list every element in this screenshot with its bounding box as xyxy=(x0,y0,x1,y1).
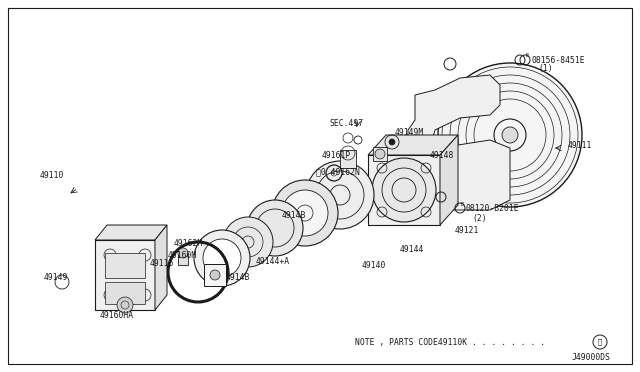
Ellipse shape xyxy=(194,230,250,286)
Ellipse shape xyxy=(306,161,374,229)
Bar xyxy=(105,253,145,278)
Polygon shape xyxy=(95,225,167,240)
Text: 49161P: 49161P xyxy=(322,151,351,160)
Bar xyxy=(373,147,387,161)
Polygon shape xyxy=(368,135,458,155)
Circle shape xyxy=(372,158,436,222)
Text: (1): (1) xyxy=(538,64,552,73)
Text: 08120-B201E: 08120-B201E xyxy=(466,203,520,212)
Text: (2): (2) xyxy=(472,214,486,222)
Text: ␶0 49162N: ␶0 49162N xyxy=(316,167,360,176)
Circle shape xyxy=(375,149,385,159)
Ellipse shape xyxy=(223,217,273,267)
Circle shape xyxy=(117,297,133,313)
Text: Ⓑ: Ⓑ xyxy=(598,339,602,345)
Circle shape xyxy=(502,127,518,143)
Polygon shape xyxy=(368,155,440,225)
Text: 08156-8451E: 08156-8451E xyxy=(532,55,586,64)
Circle shape xyxy=(389,139,395,145)
Text: 4914B: 4914B xyxy=(282,211,307,219)
Circle shape xyxy=(438,63,582,207)
Text: 49148: 49148 xyxy=(430,151,454,160)
Bar xyxy=(178,253,188,265)
Polygon shape xyxy=(95,240,155,310)
Ellipse shape xyxy=(203,239,241,277)
Bar xyxy=(340,150,356,168)
Ellipse shape xyxy=(272,180,338,246)
Text: 49160M: 49160M xyxy=(168,250,197,260)
Circle shape xyxy=(178,248,188,258)
Ellipse shape xyxy=(282,190,328,236)
Text: B: B xyxy=(525,52,529,58)
Text: 49144: 49144 xyxy=(400,246,424,254)
Text: 49149: 49149 xyxy=(44,273,68,282)
Text: B: B xyxy=(461,202,463,206)
Ellipse shape xyxy=(247,200,303,256)
Polygon shape xyxy=(155,225,167,310)
Text: 49162M: 49162M xyxy=(174,238,204,247)
Bar xyxy=(204,264,226,286)
Text: 49121: 49121 xyxy=(455,225,479,234)
Circle shape xyxy=(210,270,220,280)
Text: 49111: 49111 xyxy=(568,141,593,150)
Text: J49000DS: J49000DS xyxy=(572,353,611,362)
Text: 49110: 49110 xyxy=(40,170,65,180)
Text: 49140: 49140 xyxy=(362,260,387,269)
Text: 49116: 49116 xyxy=(150,260,174,269)
Polygon shape xyxy=(440,135,458,225)
Text: 4914B: 4914B xyxy=(226,273,250,282)
Text: SEC.497: SEC.497 xyxy=(330,119,364,128)
Text: NOTE , PARTS CODE49110K . . . . . . . .: NOTE , PARTS CODE49110K . . . . . . . . xyxy=(355,337,545,346)
Bar xyxy=(105,282,145,304)
Text: 49149M: 49149M xyxy=(395,128,424,137)
Text: 49144+A: 49144+A xyxy=(256,257,290,266)
Text: 49160HA: 49160HA xyxy=(100,311,134,320)
Polygon shape xyxy=(408,75,510,210)
